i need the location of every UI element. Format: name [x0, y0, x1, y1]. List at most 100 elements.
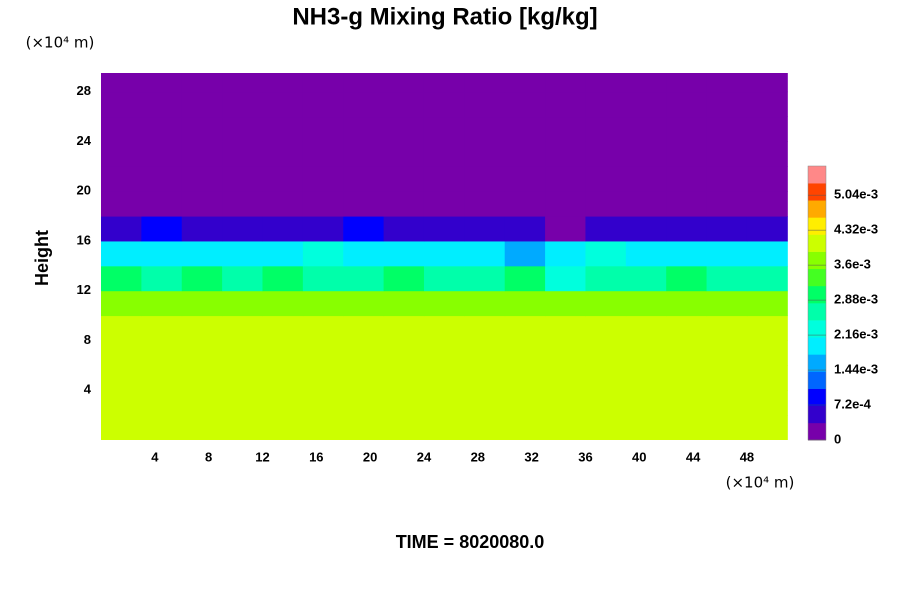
cell	[706, 415, 748, 440]
cell	[585, 365, 627, 391]
cell	[343, 265, 385, 292]
y-unit: (×10⁴ m)	[26, 34, 95, 52]
cell	[666, 141, 708, 167]
cell	[141, 116, 183, 142]
cell	[423, 390, 465, 416]
cell	[101, 216, 142, 242]
colorbar-segment	[808, 234, 826, 252]
cell	[343, 415, 385, 440]
cell	[383, 73, 425, 93]
cell	[262, 240, 304, 267]
cell	[423, 265, 465, 292]
cell	[746, 191, 788, 217]
cell	[666, 116, 708, 142]
cell	[706, 340, 748, 366]
cell	[222, 390, 263, 416]
cell	[585, 390, 627, 416]
cell	[101, 265, 142, 292]
cell	[585, 290, 627, 317]
cell	[262, 415, 304, 440]
x-tick-label: 36	[578, 449, 592, 464]
cell	[666, 73, 708, 93]
cell	[302, 265, 344, 292]
cell	[181, 166, 223, 192]
x-tick-label: 24	[417, 449, 432, 464]
cell	[464, 340, 506, 366]
colorbar-segment	[808, 183, 826, 201]
cell	[262, 191, 304, 217]
y-tick-label: 4	[84, 382, 92, 397]
cell	[585, 415, 627, 440]
cell	[141, 166, 183, 192]
colorbar-label: 2.88e-3	[834, 292, 878, 307]
cell	[343, 340, 385, 366]
cell	[666, 290, 708, 317]
cell	[262, 73, 304, 93]
cell	[141, 315, 183, 341]
y-tick-label: 8	[84, 332, 91, 347]
cell	[625, 315, 667, 341]
x-tick-label: 44	[686, 449, 701, 464]
cell	[181, 390, 223, 416]
cell	[141, 91, 183, 118]
cell	[625, 290, 667, 317]
cell	[585, 265, 627, 292]
cell	[262, 216, 304, 242]
cell	[666, 191, 708, 217]
cell	[343, 290, 385, 317]
cell	[343, 240, 385, 267]
cell	[423, 315, 465, 341]
cell	[423, 340, 465, 366]
cell	[222, 340, 263, 366]
cell	[302, 290, 344, 317]
cell	[625, 265, 667, 292]
cell	[585, 141, 627, 167]
colorbar-label: 1.44e-3	[834, 361, 878, 376]
cell	[706, 365, 748, 391]
cell	[746, 216, 788, 242]
cell	[746, 240, 788, 267]
cell	[262, 365, 304, 391]
cell	[101, 141, 142, 167]
cell	[383, 91, 425, 118]
cell	[423, 73, 465, 93]
cell	[706, 240, 748, 267]
cell	[101, 73, 142, 93]
cell	[181, 290, 223, 317]
cell	[101, 365, 142, 391]
chart-title: NH3-g Mixing Ratio [kg/kg]	[292, 3, 597, 30]
cell	[585, 216, 627, 242]
cell	[545, 340, 586, 366]
cell	[383, 390, 425, 416]
cell	[666, 91, 708, 118]
cell	[585, 191, 627, 217]
colorbar-segment	[808, 371, 826, 389]
cell	[423, 415, 465, 440]
cell	[504, 116, 546, 142]
cell	[141, 340, 183, 366]
cell	[423, 91, 465, 118]
cell	[343, 141, 385, 167]
cell	[746, 315, 788, 341]
cell	[141, 141, 183, 167]
cell	[343, 91, 385, 118]
cell	[222, 365, 263, 391]
colorbar-segment	[808, 405, 826, 424]
x-tick-label: 12	[255, 449, 269, 464]
colorbar-segment	[808, 268, 826, 287]
cell	[666, 265, 708, 292]
cell	[222, 240, 263, 267]
cell	[706, 116, 748, 142]
cell	[464, 91, 506, 118]
cell	[464, 290, 506, 317]
cell	[504, 73, 546, 93]
cell	[101, 415, 142, 440]
cell	[504, 191, 546, 217]
cell	[545, 390, 586, 416]
cell	[222, 415, 263, 440]
cell	[181, 340, 223, 366]
cell	[423, 365, 465, 391]
cell	[383, 141, 425, 167]
cell	[545, 216, 586, 242]
